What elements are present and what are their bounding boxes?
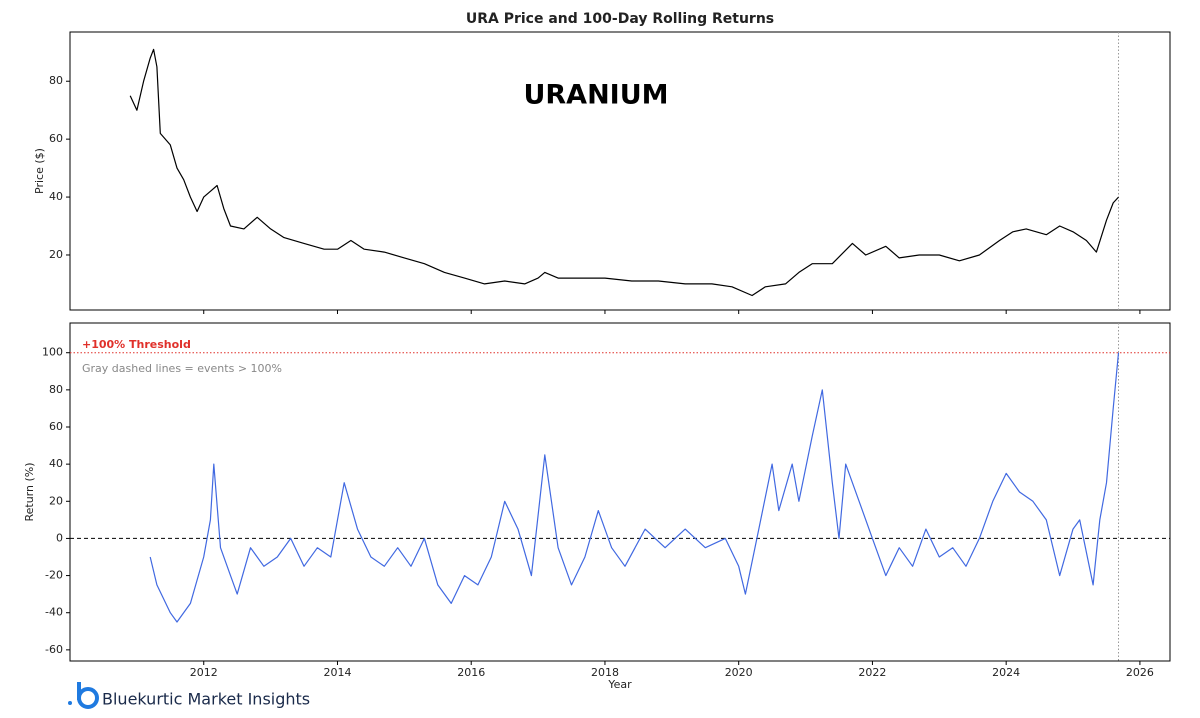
- y-tick-label: -40: [45, 606, 63, 619]
- x-axis-label: Year: [607, 678, 632, 691]
- series-line: [149, 352, 1120, 623]
- y-tick-label: 80: [49, 383, 63, 396]
- y-tick-label: 80: [49, 74, 63, 87]
- x-tick-label: 2024: [992, 666, 1020, 679]
- x-tick-label: 2018: [591, 666, 619, 679]
- y-tick-label: 60: [49, 132, 63, 145]
- y-tick-label: -20: [45, 569, 63, 582]
- annotation: URANIUM: [523, 80, 668, 111]
- note: Gray dashed lines = events > 100%: [82, 362, 282, 375]
- y-tick-label: 100: [42, 346, 63, 359]
- x-tick-label: 2020: [725, 666, 753, 679]
- x-tick-label: 2022: [858, 666, 886, 679]
- y-tick-label: 40: [49, 457, 63, 470]
- x-tick-label: 2026: [1126, 666, 1154, 679]
- chart-title: URA Price and 100-Day Rolling Returns: [466, 11, 774, 27]
- x-tick-label: 2016: [457, 666, 485, 679]
- x-tick-label: 2014: [323, 666, 351, 679]
- logo: [68, 682, 99, 709]
- y-tick-label: -60: [45, 643, 63, 656]
- plot-frame: [69, 31, 1171, 311]
- threshold-label: +100% Threshold: [82, 338, 191, 351]
- y-tick-label: 20: [49, 248, 63, 261]
- x-tick-label: 2012: [190, 666, 218, 679]
- y-axis-label: Return (%): [23, 462, 36, 521]
- brand: Bluekurtic Market Insights: [102, 690, 310, 709]
- y-tick-label: 20: [49, 494, 63, 507]
- y-tick-label: 60: [49, 420, 63, 433]
- y-tick-label: 0: [56, 531, 63, 544]
- y-tick-label: 40: [49, 190, 63, 203]
- y-axis-label: Price ($): [33, 148, 46, 194]
- series-line: [129, 48, 1119, 297]
- plot-frame: [69, 322, 1171, 662]
